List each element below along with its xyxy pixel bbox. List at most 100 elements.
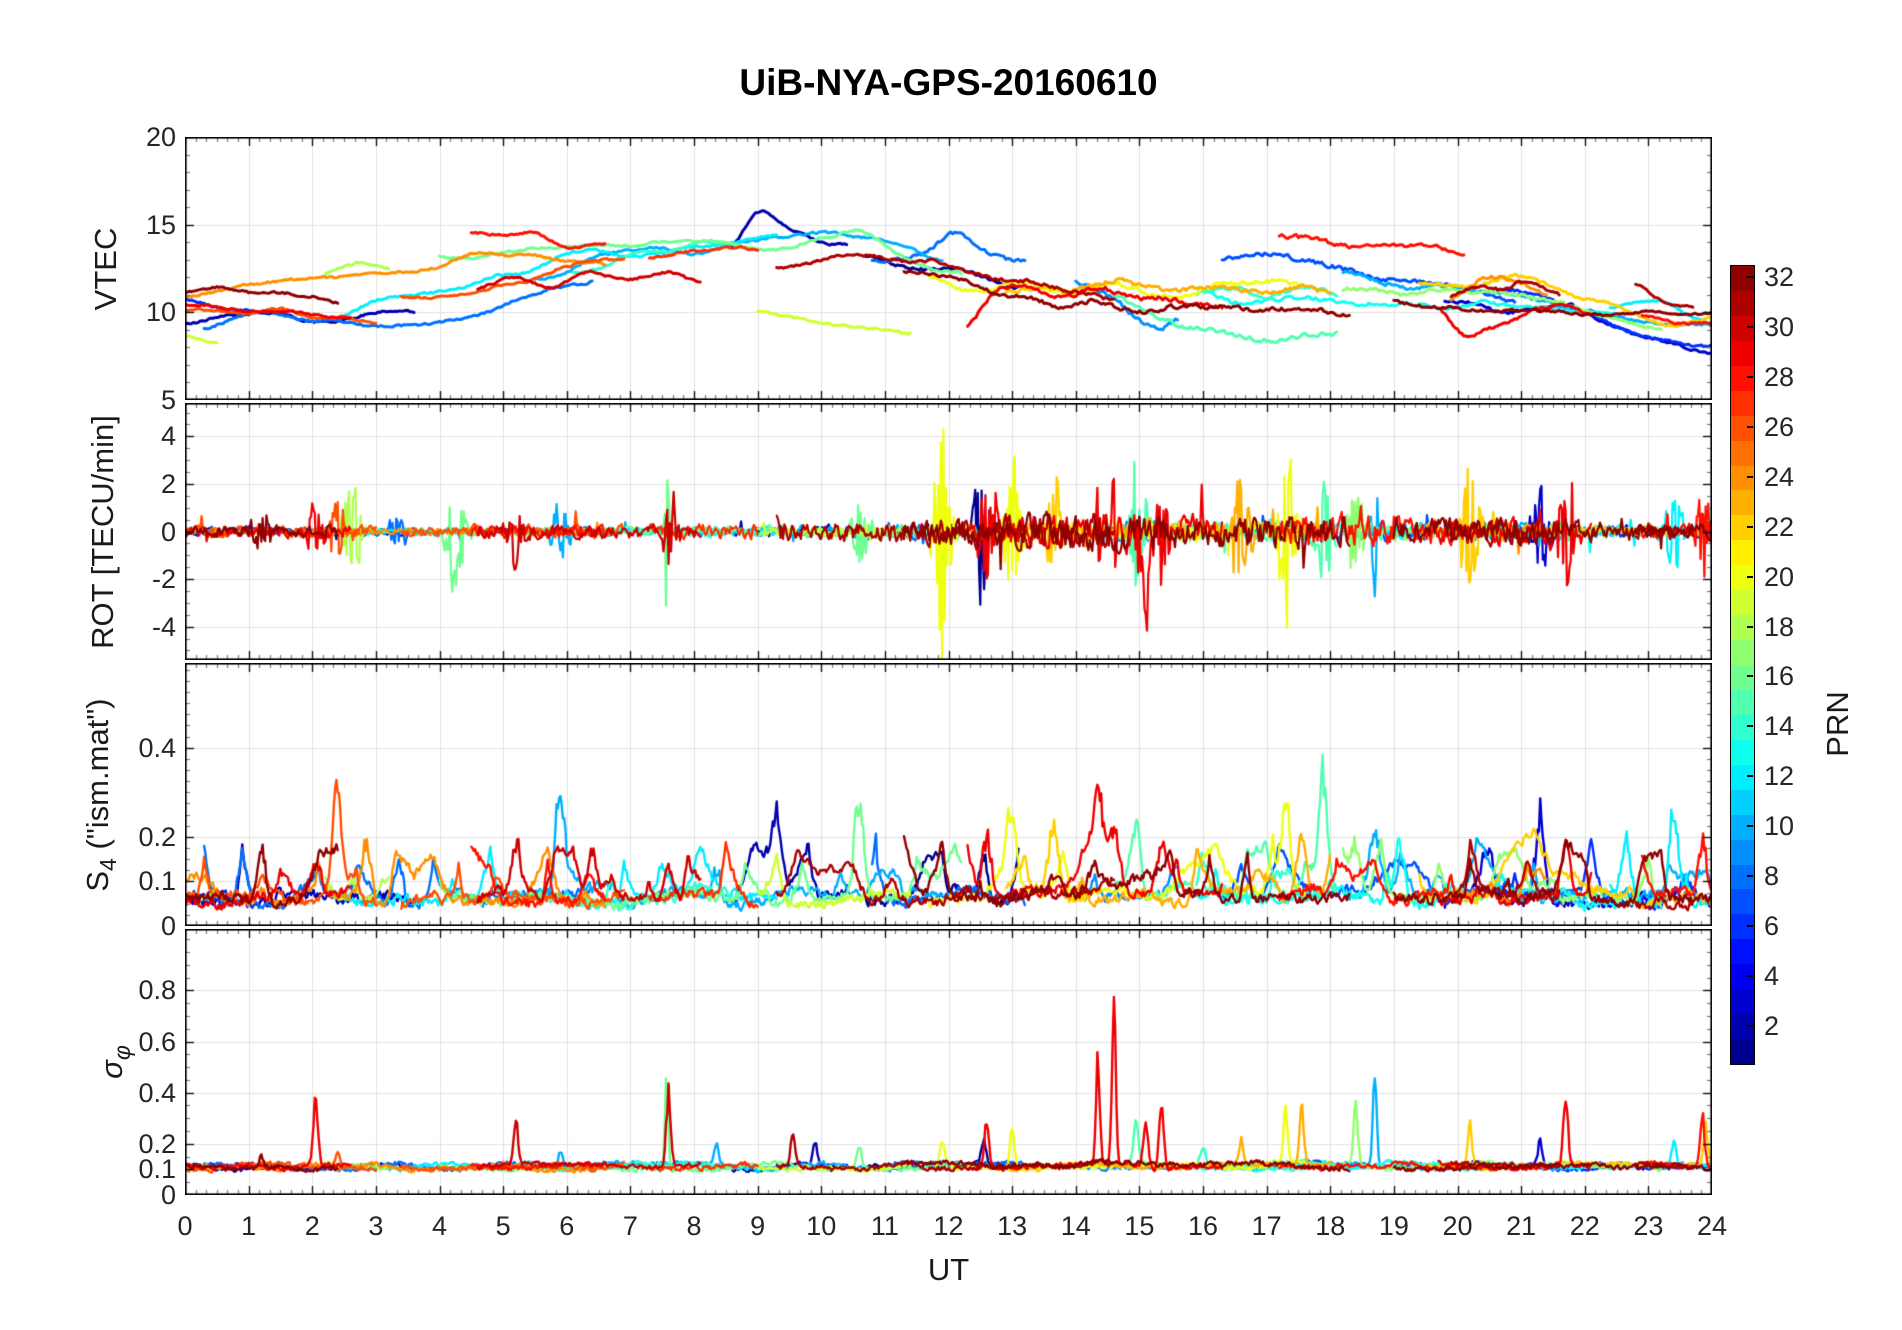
colorbar-tick bbox=[1747, 525, 1753, 528]
colorbar bbox=[1730, 265, 1755, 1065]
x-tick-label: 11 bbox=[870, 1211, 899, 1241]
y-tick-label: 5 bbox=[160, 385, 176, 415]
y-tick-label: -4 bbox=[151, 611, 176, 642]
colorbar-band bbox=[1731, 565, 1754, 591]
y-tick-label: 0.4 bbox=[138, 1077, 176, 1108]
y-tick-label: 10 bbox=[145, 297, 176, 328]
x-tick-label: 5 bbox=[495, 1211, 511, 1241]
colorbar-band bbox=[1731, 665, 1754, 690]
colorbar-tick bbox=[1747, 825, 1753, 828]
x-tick-label: 17 bbox=[1251, 1211, 1282, 1241]
colorbar-tick-label: 16 bbox=[1764, 661, 1795, 692]
colorbar-tick-label: 28 bbox=[1764, 362, 1795, 393]
colorbar-tick bbox=[1747, 675, 1753, 678]
y-tick-label: 0.2 bbox=[138, 1128, 176, 1159]
colorbar-band bbox=[1731, 889, 1754, 915]
colorbar-band bbox=[1731, 440, 1754, 466]
colorbar-tick bbox=[1747, 775, 1753, 778]
x-tick-label: 19 bbox=[1378, 1211, 1409, 1241]
colorbar-band bbox=[1731, 839, 1754, 865]
colorbar-band bbox=[1731, 714, 1754, 740]
colorbar-band bbox=[1731, 764, 1754, 790]
colorbar-tick-label: 18 bbox=[1764, 611, 1795, 642]
colorbar-tick bbox=[1747, 326, 1753, 329]
chart-title: UiB-NYA-GPS-20160610 bbox=[739, 62, 1158, 103]
colorbar-tick-label: 4 bbox=[1764, 960, 1780, 991]
x-tick-label: 23 bbox=[1633, 1211, 1664, 1241]
x-tick-label: 0 bbox=[177, 1211, 193, 1241]
x-tick-label: 14 bbox=[1060, 1211, 1091, 1241]
x-tick-label: 4 bbox=[431, 1211, 448, 1241]
colorbar-tick-label: 14 bbox=[1764, 711, 1795, 742]
y-tick-label: 0.8 bbox=[138, 975, 176, 1006]
y-tick-label: -2 bbox=[151, 564, 176, 595]
x-axis-label: UT bbox=[927, 1252, 970, 1287]
subplot-s4-canvas bbox=[185, 663, 1712, 926]
subplot-vtec-canvas bbox=[185, 137, 1712, 400]
colorbar-tick bbox=[1747, 625, 1753, 628]
colorbar-band bbox=[1731, 989, 1754, 1015]
colorbar-band bbox=[1731, 640, 1754, 665]
x-tick-label: 16 bbox=[1187, 1211, 1219, 1241]
y-tick-label: 4 bbox=[160, 421, 176, 452]
x-tick-label: 18 bbox=[1315, 1211, 1346, 1241]
y-tick-label: 15 bbox=[145, 209, 176, 240]
x-tick-label: 13 bbox=[997, 1211, 1028, 1241]
colorbar-tick bbox=[1747, 1024, 1753, 1027]
y-tick-label: 0.2 bbox=[138, 821, 176, 852]
x-tick-label: 24 bbox=[1696, 1211, 1728, 1241]
colorbar-band bbox=[1731, 390, 1754, 416]
colorbar-tick bbox=[1747, 725, 1753, 728]
x-tick-label: 22 bbox=[1569, 1211, 1600, 1241]
x-tick-label: 2 bbox=[304, 1211, 320, 1241]
x-tick-label: 12 bbox=[933, 1211, 964, 1241]
colorbar-tick-label: 26 bbox=[1764, 412, 1795, 443]
subplot-sigma-phi-canvas bbox=[185, 929, 1712, 1195]
x-tick-label: 7 bbox=[622, 1211, 638, 1241]
colorbar-band bbox=[1731, 465, 1754, 491]
colorbar-tick bbox=[1747, 974, 1753, 977]
colorbar-band bbox=[1731, 490, 1754, 516]
colorbar-tick bbox=[1747, 924, 1753, 927]
colorbar-band bbox=[1731, 964, 1754, 990]
colorbar-tick bbox=[1747, 475, 1753, 478]
colorbar-band bbox=[1731, 290, 1754, 316]
y-tick-label: 0 bbox=[160, 516, 176, 547]
colorbar-tick-label: 24 bbox=[1764, 461, 1795, 492]
colorbar-tick-label: 32 bbox=[1764, 262, 1795, 293]
colorbar-band bbox=[1731, 266, 1754, 291]
colorbar-tick bbox=[1747, 575, 1753, 578]
colorbar-tick bbox=[1747, 276, 1753, 279]
colorbar-band bbox=[1731, 914, 1754, 940]
y-tick-label: 2 bbox=[160, 468, 176, 499]
x-tick-label: 6 bbox=[559, 1211, 575, 1241]
x-tick-label: 20 bbox=[1442, 1211, 1473, 1241]
x-tick-label: 8 bbox=[686, 1211, 702, 1241]
y-tick-label: 0.1 bbox=[138, 866, 176, 897]
colorbar-band bbox=[1731, 939, 1754, 965]
y-tick-label: 0.6 bbox=[138, 1026, 176, 1057]
colorbar-tick-label: 12 bbox=[1764, 761, 1795, 792]
y-axis-label-part: σ bbox=[94, 1060, 129, 1079]
x-tick-label: 1 bbox=[241, 1211, 257, 1241]
y-axis-label-s4: S4 ("ism.mat") bbox=[80, 698, 121, 891]
colorbar-band bbox=[1731, 1039, 1754, 1064]
colorbar-tick bbox=[1747, 376, 1753, 379]
x-tick-label: 9 bbox=[750, 1211, 766, 1241]
x-tick-label: 3 bbox=[368, 1211, 384, 1241]
colorbar-tick-label: 6 bbox=[1764, 910, 1780, 941]
colorbar-tick-label: 8 bbox=[1764, 860, 1780, 891]
colorbar-tick-label: 30 bbox=[1764, 312, 1795, 343]
colorbar-band bbox=[1731, 1014, 1754, 1040]
colorbar-band bbox=[1731, 515, 1754, 541]
colorbar-band bbox=[1731, 540, 1754, 566]
colorbar-tick bbox=[1747, 874, 1753, 877]
colorbar-band bbox=[1731, 689, 1754, 715]
colorbar-band bbox=[1731, 864, 1754, 890]
colorbar-tick-label: 22 bbox=[1764, 511, 1795, 542]
colorbar-tick-label: 20 bbox=[1764, 561, 1795, 592]
colorbar-band bbox=[1731, 814, 1754, 840]
colorbar-tick-label: 2 bbox=[1764, 1010, 1780, 1041]
x-tick-label: 15 bbox=[1124, 1211, 1155, 1241]
colorbar-band bbox=[1731, 340, 1754, 366]
